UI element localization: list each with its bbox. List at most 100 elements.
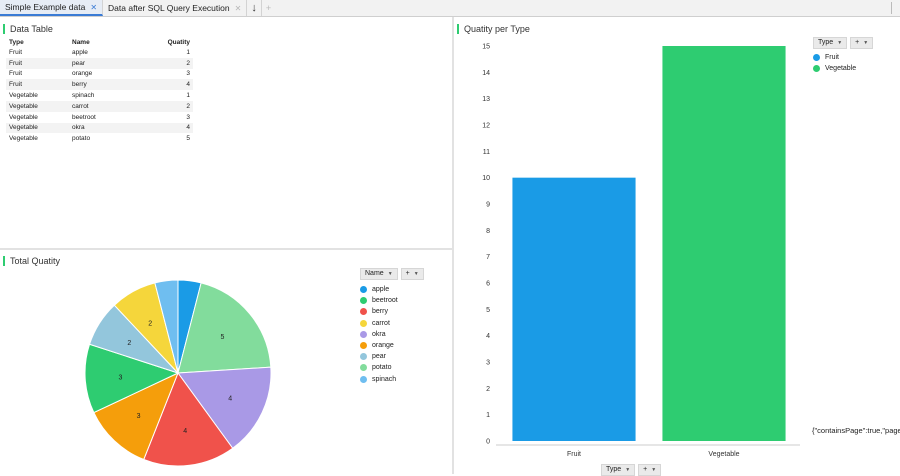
add-field-dropdown[interactable]: + ▼ <box>850 37 874 49</box>
quantity-per-type-title: Quatity per Type <box>457 24 530 34</box>
legend-dot-icon <box>360 319 367 327</box>
legend-dot-icon <box>360 353 367 361</box>
bar-fruit[interactable] <box>512 177 636 441</box>
legend-label: orange <box>372 342 394 350</box>
cell-name: spinach <box>72 92 95 100</box>
cell-quantity: 1 <box>186 48 190 56</box>
cell-type: Fruit <box>6 57 69 69</box>
cell-type: Fruit <box>9 70 22 78</box>
legend-dot-icon <box>360 308 367 316</box>
cell-name: okra <box>69 122 139 134</box>
cell-type: Vegetable <box>9 113 38 121</box>
caret-down-icon: ▼ <box>837 40 843 46</box>
y-tick-label: 14 <box>482 70 490 77</box>
legend-item-potato[interactable]: potato <box>360 362 398 373</box>
cell-quantity: 1 <box>186 92 190 100</box>
type-dropdown-label: Type <box>818 39 834 46</box>
legend-dot-icon <box>813 54 820 62</box>
cell-name: potato <box>72 135 91 143</box>
table-header-row: Type Name Quatity <box>6 37 193 47</box>
legend-item-pear[interactable]: pear <box>360 351 398 362</box>
legend-label: carrot <box>372 319 390 327</box>
legend-item-okra[interactable]: okra <box>360 329 398 340</box>
legend-item-berry[interactable]: berry <box>360 306 398 317</box>
cell-type: Fruit <box>6 79 69 91</box>
table-row[interactable]: Fruit orange 3 <box>6 69 193 80</box>
pie-slice-orange[interactable] <box>93 372 179 461</box>
legend-label: spinach <box>372 375 397 383</box>
legend-item-fruit[interactable]: Fruit <box>813 52 856 63</box>
y-tick-label: 11 <box>483 149 490 156</box>
cell-name: pear <box>69 57 139 69</box>
column-header-quantity[interactable]: Quatity <box>167 38 190 46</box>
x-type-dropdown[interactable]: Type ▼ <box>601 464 636 476</box>
legend-item-orange[interactable]: orange <box>360 340 398 351</box>
cell-quantity: 4 <box>139 79 193 91</box>
table-row[interactable]: Vegetable okra 4 <box>6 122 193 134</box>
column-header-type[interactable]: Type <box>9 38 24 46</box>
table-row[interactable]: Fruit pear 2 <box>6 57 193 69</box>
x-axis-selector: Type ▼ + ▼ <box>601 464 662 476</box>
panel-divider-vertical[interactable] <box>452 17 454 474</box>
x-type-dropdown-label: Type <box>606 466 622 473</box>
add-field-dropdown[interactable]: + ▼ <box>400 268 424 280</box>
pie-slice-berry[interactable] <box>143 371 234 467</box>
legend-dot-icon <box>360 364 367 372</box>
legend-item-spinach[interactable]: spinach <box>360 374 398 385</box>
pie-slice-potato[interactable] <box>177 282 272 374</box>
pie-slice-label: 4 <box>228 396 232 403</box>
add-tab-icon[interactable]: + <box>265 3 272 13</box>
tab-simple-example-data[interactable]: Simple Example data ✕ <box>0 0 104 16</box>
pie-slice-apple[interactable] <box>154 279 179 374</box>
pie-slice-okra[interactable] <box>177 366 272 449</box>
legend-dot-icon <box>360 330 367 338</box>
close-icon[interactable]: ✕ <box>234 3 242 13</box>
tab-data-after-sql[interactable]: Data after SQL Query Execution ✕ <box>103 0 248 16</box>
legend-label: pear <box>372 353 387 361</box>
legend-dot-icon <box>360 297 367 305</box>
tab-label: Data after SQL Query Execution <box>108 3 230 13</box>
cell-quantity: 2 <box>139 100 193 112</box>
table-row[interactable]: Vegetable potato 5 <box>6 133 193 144</box>
data-table: Type Name Quatity Fruit apple 1 Fruit pear 2 F… <box>6 37 193 144</box>
pie-slice-label: 2 <box>148 320 152 327</box>
table-row[interactable]: Vegetable spinach 1 <box>6 90 193 101</box>
legend-item-vegetable[interactable]: Vegetable <box>813 63 856 74</box>
cell-quantity: 3 <box>186 113 190 121</box>
cell-type: Vegetable <box>9 92 38 100</box>
caret-down-icon: ▼ <box>651 467 657 473</box>
table-row[interactable]: Fruit apple 1 <box>6 47 193 58</box>
table-row[interactable]: Fruit berry 4 <box>6 79 193 91</box>
legend-item-beetroot[interactable]: beetroot <box>360 295 398 306</box>
total-quantity-title: Total Quatity <box>3 256 60 266</box>
legend-dot-icon <box>360 375 367 383</box>
legend-label: Vegetable <box>825 65 857 73</box>
y-tick-label: 4 <box>486 333 490 340</box>
cell-name: berry <box>69 79 139 91</box>
cell-quantity: 4 <box>139 122 193 134</box>
pie-slice-beetroot[interactable] <box>84 343 180 414</box>
pie-legend: apple beetroot berry carrot okra orange pear po… <box>360 284 398 385</box>
table-row[interactable]: Vegetable beetroot 3 <box>6 112 193 123</box>
panel-divider-horizontal[interactable] <box>0 248 452 250</box>
cell-name: carrot <box>69 100 139 112</box>
legend-item-apple[interactable]: apple <box>360 284 398 295</box>
bar-vegetable[interactable] <box>662 46 786 441</box>
add-field-label: + <box>855 39 860 46</box>
legend-item-carrot[interactable]: carrot <box>360 318 398 329</box>
name-dropdown[interactable]: Name ▼ <box>360 268 398 280</box>
close-icon[interactable]: ✕ <box>90 2 98 12</box>
y-tick-label: 1 <box>486 412 490 419</box>
column-header-name[interactable]: Name <box>72 38 90 46</box>
table-row[interactable]: Vegetable carrot 2 <box>6 100 193 112</box>
add-field-dropdown[interactable]: + ▼ <box>638 464 662 476</box>
cell-type: Vegetable <box>6 100 69 112</box>
tab-bar: Simple Example data ✕ Data after SQL Que… <box>0 0 900 17</box>
y-tick-label: 7 <box>486 254 490 261</box>
cell-quantity: 3 <box>186 70 190 78</box>
y-tick-label: 13 <box>482 96 490 103</box>
legend-dot-icon <box>360 286 367 294</box>
pie-slice-label: 4 <box>183 428 187 435</box>
type-dropdown[interactable]: Type ▼ <box>813 37 848 49</box>
arrow-down-icon[interactable]: ↓ <box>247 0 262 16</box>
